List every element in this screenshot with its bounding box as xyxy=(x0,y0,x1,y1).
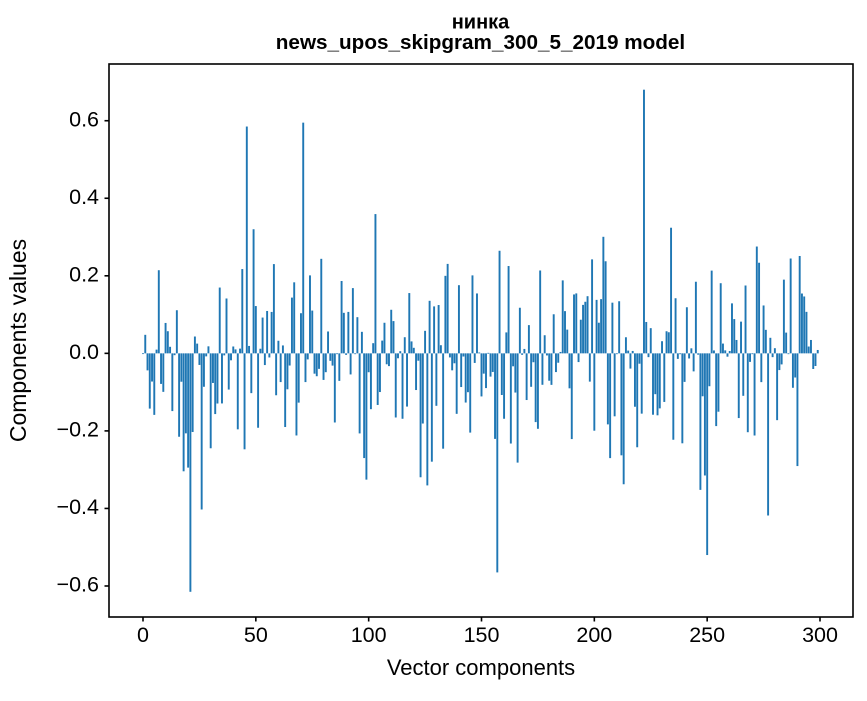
svg-text:−0.6: −0.6 xyxy=(57,573,99,597)
svg-text:150: 150 xyxy=(464,623,500,647)
svg-text:0.4: 0.4 xyxy=(69,185,99,209)
svg-text:100: 100 xyxy=(351,623,387,647)
svg-text:0.2: 0.2 xyxy=(69,262,99,286)
svg-text:0.0: 0.0 xyxy=(69,340,99,364)
svg-text:250: 250 xyxy=(689,623,725,647)
svg-text:300: 300 xyxy=(802,623,838,647)
svg-text:200: 200 xyxy=(576,623,612,647)
svg-text:50: 50 xyxy=(244,623,268,647)
svg-text:Components values: Components values xyxy=(5,239,31,442)
svg-text:news_upos_skipgram_300_5_2019: news_upos_skipgram_300_5_2019 model xyxy=(276,31,685,54)
svg-text:0.6: 0.6 xyxy=(69,107,99,131)
svg-text:−0.2: −0.2 xyxy=(57,418,99,442)
svg-text:0: 0 xyxy=(137,623,149,647)
svg-text:−0.4: −0.4 xyxy=(57,495,99,519)
svg-text:Vector components: Vector components xyxy=(387,655,575,680)
